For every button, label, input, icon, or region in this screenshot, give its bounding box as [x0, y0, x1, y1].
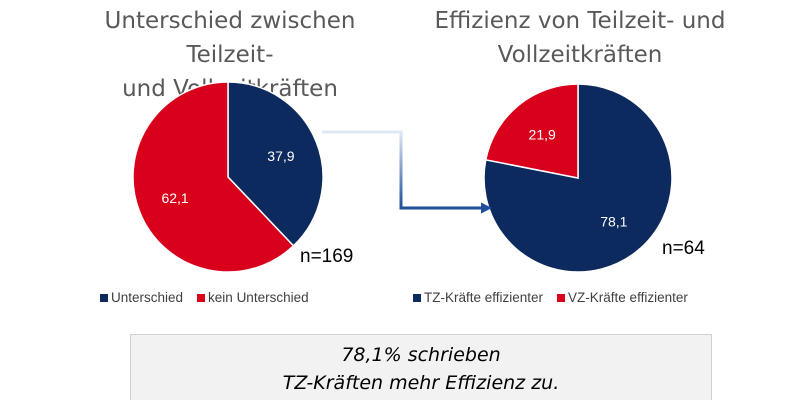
data-label-right-1: 21,9	[529, 126, 556, 142]
connector-arrow	[322, 130, 482, 210]
arrowhead-icon	[481, 202, 492, 214]
legend-item-tz-kraefte: TZ-Kräfte effizienter	[413, 290, 543, 305]
legend-swatch-red	[557, 293, 566, 302]
legend-right: TZ-Kräfte effizienter VZ-Kräfte effizien…	[413, 290, 688, 305]
data-label-left-1: 62,1	[161, 190, 188, 206]
legend-swatch-navy	[100, 293, 108, 302]
callout-line1: 78,1% schrieben	[341, 344, 501, 366]
data-label-right-0: 78,1	[600, 214, 627, 230]
pie-slice-left-1	[132, 81, 295, 273]
legend-item-vz-kraefte: VZ-Kräfte effizienter	[557, 290, 688, 305]
legend-swatch-navy	[413, 293, 421, 302]
pie-slice-right-1	[484, 83, 579, 179]
n-label-left: n=169	[300, 246, 353, 267]
legend-swatch-red	[197, 293, 206, 302]
pie-chart-left: 37,9 62,1	[132, 81, 324, 273]
chart-title-right-line2: Vollzeitkräften	[497, 42, 663, 68]
data-label-left-0: 37,9	[267, 148, 294, 164]
chart-title-left-line1: Unterschied zwischen Teilzeit-	[104, 8, 356, 68]
pie-chart-right: 78,1 21,9	[483, 83, 673, 273]
n-label-right: n=64	[662, 238, 705, 259]
callout-line2: TZ-Kräften mehr Effizienz zu.	[282, 372, 560, 394]
legend-label: Unterschied	[111, 290, 184, 305]
chart-title-right-line1: Effizienz von Teilzeit- und	[434, 8, 726, 34]
chart-title-left: Unterschied zwischen Teilzeit- und Vollz…	[60, 4, 400, 106]
legend-label: VZ-Kräfte effizienter	[568, 290, 688, 305]
legend-left: Unterschied kein Unterschied	[100, 290, 309, 305]
legend-item-unterschied: Unterschied	[100, 290, 183, 305]
legend-item-kein-unterschied: kein Unterschied	[197, 290, 309, 305]
pie-slice-left-0	[227, 81, 324, 247]
pie-charts: 37,9 62,1 78,1 21,9 n=169 n=64	[132, 81, 705, 273]
legend-label: kein Unterschied	[208, 290, 309, 305]
legend-label: TZ-Kräfte effizienter	[424, 290, 544, 305]
summary-callout: 78,1% schrieben TZ-Kräften mehr Effizien…	[130, 334, 712, 400]
chart-title-right: Effizienz von Teilzeit- und Vollzeitkräf…	[410, 4, 750, 72]
